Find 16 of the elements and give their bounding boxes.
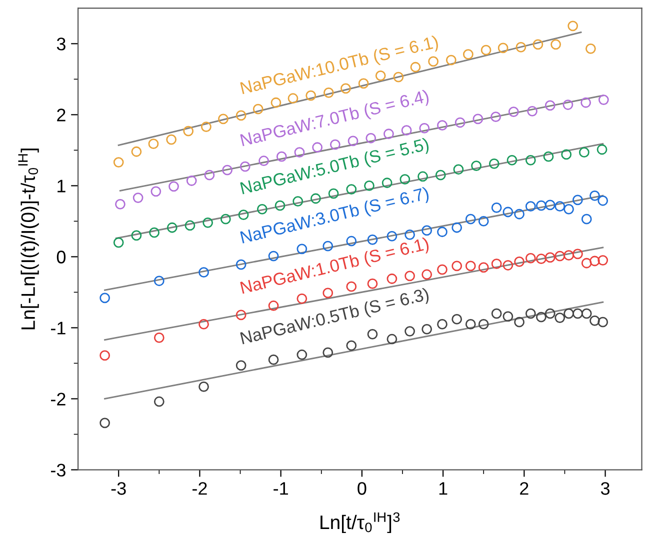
y-tick-label: -2 <box>50 392 66 406</box>
x-tick-label: -2 <box>192 482 207 495</box>
y-axis-title: Ln[-Ln[(I(t)/I(0)]-t/τ$_{0}$$^{IH}$] <box>18 148 39 330</box>
y-tick-label: 2 <box>57 108 66 122</box>
y-tick-label: 0 <box>56 250 66 264</box>
x-tick-label: -1 <box>274 482 288 495</box>
y-tick-label: 1 <box>58 180 66 192</box>
x-tick-label: 3 <box>600 482 610 495</box>
x-axis-title: Ln[t/τ$_{0}$$^{IH}$]$^{3}$ <box>320 512 400 534</box>
y-tick-label: 3 <box>56 38 66 50</box>
x-tick-label: 1 <box>439 482 448 495</box>
x-tick-label: -3 <box>111 482 126 495</box>
x-tick-label: 0 <box>358 482 366 495</box>
x-tick-label: 2 <box>520 482 528 495</box>
y-tick-label: -3 <box>50 464 66 477</box>
y-tick-label: -1 <box>50 322 66 334</box>
